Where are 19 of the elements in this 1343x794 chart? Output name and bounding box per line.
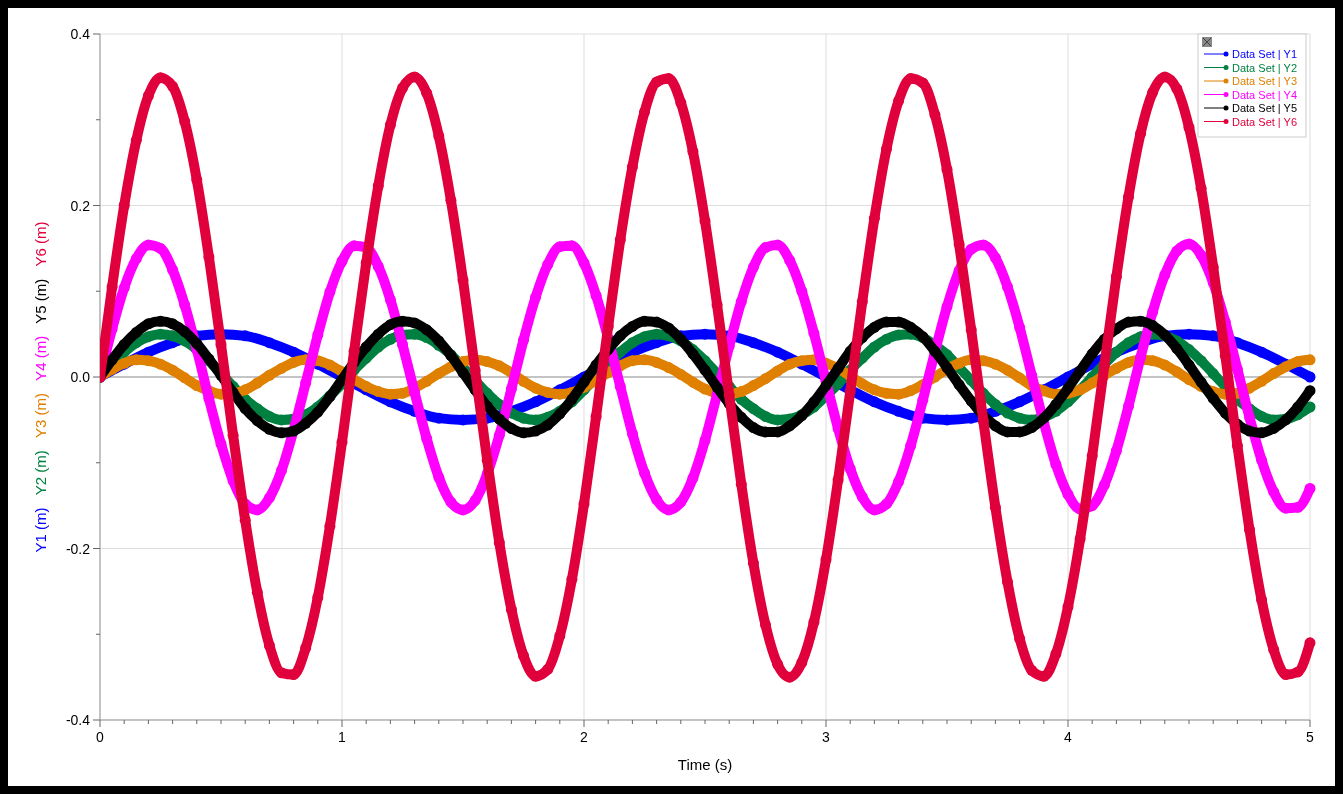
x-tick-label: 1 xyxy=(338,729,347,745)
x-tick-label: 5 xyxy=(1306,729,1315,745)
legend-label: Data Set | Y2 xyxy=(1232,61,1298,74)
y-tick-label: -0.4 xyxy=(65,712,91,728)
legend-label: Data Set | Y3 xyxy=(1232,75,1298,87)
y-tick-label: 0.0 xyxy=(70,369,91,385)
legend-label: Data Set | Y6 xyxy=(1232,115,1298,128)
y-tick-label: 0.2 xyxy=(70,197,91,214)
x-tick-label: 4 xyxy=(1064,729,1073,745)
x-tick-label: 2 xyxy=(580,729,589,745)
legend-label: Data Set | Y5 xyxy=(1232,102,1298,114)
y-tick-label: -0.2 xyxy=(65,540,91,557)
legend-label: Data Set | Y4 xyxy=(1232,88,1298,101)
x-tick-label: 3 xyxy=(822,729,831,745)
y-axis-title: Y1 (m) Y2 (m) Y3 (m) Y4 (m) Y5 (m) Y6 (m) xyxy=(32,221,49,553)
legend-label: Data Set | Y1 xyxy=(1232,48,1298,60)
x-axis-title: Time (s) xyxy=(677,756,733,773)
x-tick-label: 0 xyxy=(96,729,105,745)
y-tick-label: 0.4 xyxy=(70,26,91,42)
